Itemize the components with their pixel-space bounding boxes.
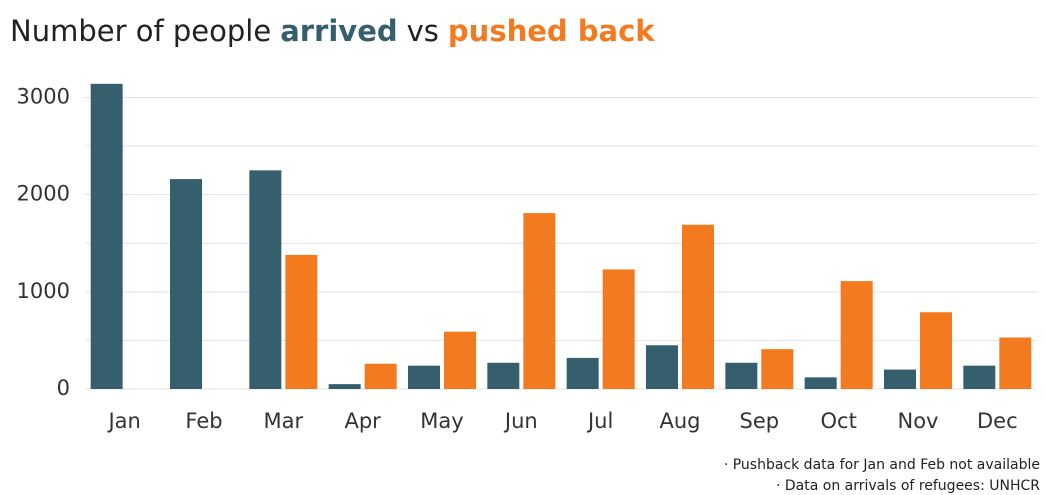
bar bbox=[646, 345, 678, 389]
bar bbox=[523, 213, 556, 389]
x-tick-label: Apr bbox=[344, 409, 381, 433]
bar bbox=[487, 362, 520, 389]
y-tick-label: 2000 bbox=[17, 182, 70, 206]
bar bbox=[249, 170, 282, 389]
chart-title: Number of people arrived vs pushed back bbox=[10, 14, 655, 48]
bar bbox=[963, 365, 996, 389]
bar bbox=[444, 331, 476, 389]
bar bbox=[408, 365, 440, 389]
x-tick-label: Feb bbox=[185, 409, 222, 433]
bar bbox=[328, 384, 361, 389]
x-tick-label: Mar bbox=[264, 409, 304, 433]
bar bbox=[364, 363, 397, 389]
title-series-arrived: arrived bbox=[280, 14, 397, 48]
y-tick-label: 1000 bbox=[17, 279, 70, 303]
bar bbox=[804, 377, 837, 389]
x-tick-label: Oct bbox=[821, 409, 857, 433]
bar bbox=[725, 362, 758, 389]
bar bbox=[170, 179, 202, 389]
title-joiner: vs bbox=[407, 14, 439, 48]
x-tick-label: Jul bbox=[586, 409, 613, 433]
bar bbox=[602, 269, 635, 389]
bar bbox=[999, 337, 1032, 389]
bar bbox=[682, 224, 714, 389]
note: · Data on arrivals of refugees: UNHCR bbox=[776, 478, 1040, 494]
x-tick-label: Nov bbox=[898, 409, 939, 433]
bar bbox=[566, 357, 599, 389]
bar bbox=[761, 349, 794, 389]
title-series-pushed: pushed back bbox=[448, 14, 655, 48]
y-tick-label: 3000 bbox=[17, 84, 70, 108]
bar bbox=[920, 312, 952, 389]
note: · Pushback data for Jan and Feb not avai… bbox=[724, 457, 1040, 473]
y-tick-label: 0 bbox=[57, 376, 70, 400]
x-tick-label: Aug bbox=[659, 409, 700, 433]
bar bbox=[884, 369, 916, 389]
bar bbox=[90, 83, 123, 390]
x-tick-label: Jan bbox=[106, 409, 140, 433]
bar bbox=[285, 254, 318, 389]
x-tick-label: May bbox=[420, 409, 463, 433]
x-tick-label: Sep bbox=[740, 409, 780, 433]
x-tick-label: Jun bbox=[503, 409, 538, 433]
x-tick-label: Dec bbox=[977, 409, 1018, 433]
title-text: Number of people bbox=[10, 14, 271, 48]
bar bbox=[840, 281, 873, 389]
